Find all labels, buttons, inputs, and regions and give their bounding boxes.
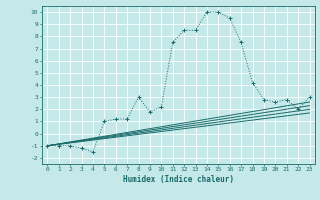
X-axis label: Humidex (Indice chaleur): Humidex (Indice chaleur): [123, 175, 234, 184]
